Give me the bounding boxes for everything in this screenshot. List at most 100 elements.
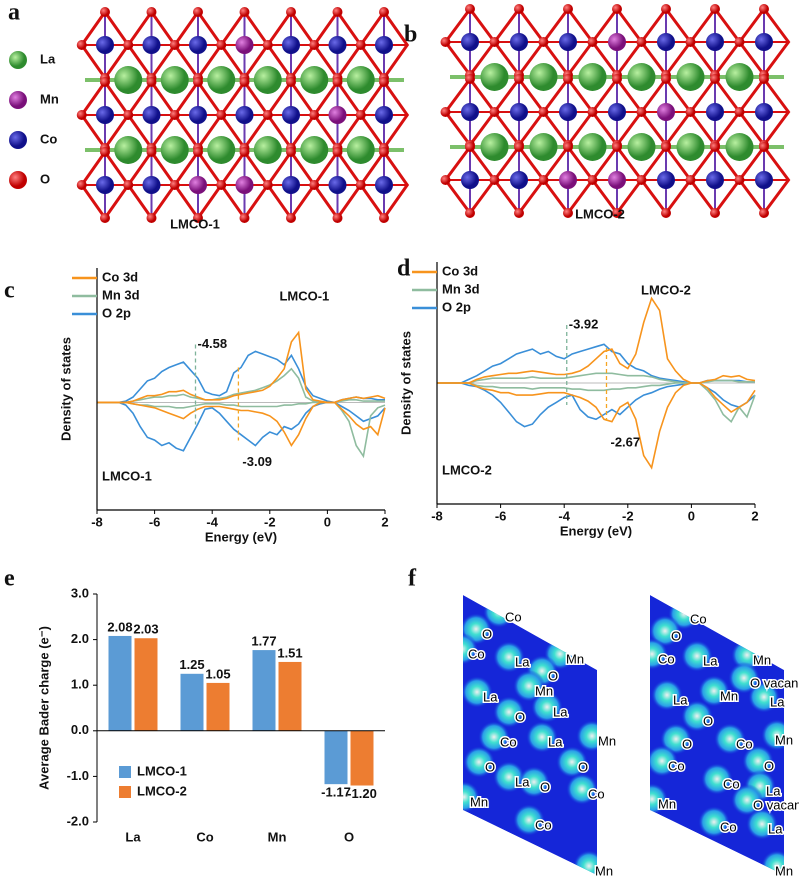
atom-o [538, 175, 549, 185]
atom-co [328, 176, 347, 194]
bar [134, 638, 158, 731]
charge-blob [698, 806, 730, 838]
legend-atom [9, 131, 27, 149]
atom-co [657, 33, 675, 51]
atom-o [685, 107, 696, 117]
atom-mn [189, 176, 207, 194]
map-label: O [682, 736, 692, 751]
atom-la [480, 133, 509, 161]
atom-o [239, 147, 250, 157]
atom-o [239, 77, 250, 87]
charge-blob [731, 784, 763, 816]
map-label: Co [658, 651, 675, 666]
atom-o [514, 208, 524, 218]
atom-co [142, 176, 161, 194]
charge-blob [493, 696, 525, 728]
legend-atom [9, 91, 27, 109]
map-label: Mn [470, 794, 488, 809]
atom-co [375, 106, 393, 124]
map-label: O [515, 709, 525, 724]
atom-o [123, 180, 134, 190]
atom-co [755, 103, 773, 121]
legend-label: O 2p [442, 299, 471, 314]
charge-blob [746, 808, 778, 840]
x-tick-label: 0 [324, 514, 331, 529]
atom-o [262, 180, 273, 190]
map-label: Co [736, 736, 753, 751]
map-label: La [673, 692, 688, 707]
map-label: La [766, 783, 781, 798]
charge-blob [681, 700, 713, 732]
atom-o [169, 40, 180, 50]
atom-o [734, 107, 745, 117]
atom-o [286, 147, 296, 157]
atom-mn [608, 171, 626, 189]
atom-o [309, 40, 320, 50]
atom-la [300, 136, 329, 164]
annotation-label: -4.58 [197, 336, 227, 351]
y-tick-label: -2.0 [67, 813, 89, 828]
atom-la [725, 133, 754, 161]
x-tick-label: Co [196, 829, 213, 844]
atom-o [193, 77, 203, 87]
map-label: La [703, 653, 718, 668]
atom-o [636, 37, 647, 47]
y-axis-label: Density of states [58, 337, 73, 441]
crystal-structure [440, 4, 791, 218]
y-axis-label: Average Bader charge (e⁻) [36, 626, 51, 790]
legend-label: LMCO-1 [137, 763, 187, 778]
map-label: La [515, 654, 530, 669]
legend-label: LMCO-2 [137, 783, 187, 798]
atom-o [76, 40, 87, 50]
atom-o [489, 107, 500, 117]
dos-curve [437, 296, 756, 384]
atom-la [300, 66, 329, 94]
map-label: O [482, 626, 492, 641]
atom-la [160, 66, 189, 94]
atom-mn [559, 171, 577, 189]
value-label: 2.08 [107, 619, 132, 634]
value-label: 1.05 [205, 666, 230, 681]
atom-o [759, 74, 769, 84]
charge-blob [698, 675, 730, 707]
y-tick-label: 2.0 [71, 631, 89, 646]
map-label: Mn [753, 652, 771, 667]
map-label: Co [720, 819, 737, 834]
atom-o [612, 142, 622, 152]
atom-o [759, 208, 769, 218]
atom-co [96, 36, 114, 54]
map-label: Co [535, 817, 552, 832]
charge-blob [566, 773, 597, 805]
atom-o [216, 180, 227, 190]
atom-o [193, 213, 203, 223]
atom-o [379, 147, 389, 157]
atom-o [710, 208, 720, 218]
legend-label: Mn 3d [102, 287, 140, 302]
charge-blob [493, 761, 525, 793]
atom-co [755, 33, 773, 51]
atom-o [710, 142, 720, 152]
panel-label: a [8, 0, 20, 26]
value-label: 1.25 [179, 657, 204, 672]
charge-blob [650, 783, 668, 815]
atom-o [710, 74, 720, 84]
atom-la [578, 63, 607, 91]
x-axis-label: Energy (eV) [205, 529, 277, 544]
atom-o [685, 175, 696, 185]
atom-o [379, 77, 389, 87]
atom-o [587, 175, 598, 185]
legend-label: La [40, 51, 56, 66]
atom-o [759, 4, 769, 14]
x-tick-label: -2 [622, 508, 634, 523]
atom-la [529, 133, 558, 161]
atom-o [169, 110, 180, 120]
charge-blob [463, 746, 495, 778]
atom-o [169, 180, 180, 190]
atom-o [563, 142, 573, 152]
atom-co [461, 103, 479, 121]
bar [350, 730, 374, 786]
y-tick-label: 0.0 [71, 722, 89, 737]
map-label: O [671, 628, 681, 643]
legend-label: Co 3d [442, 263, 478, 278]
